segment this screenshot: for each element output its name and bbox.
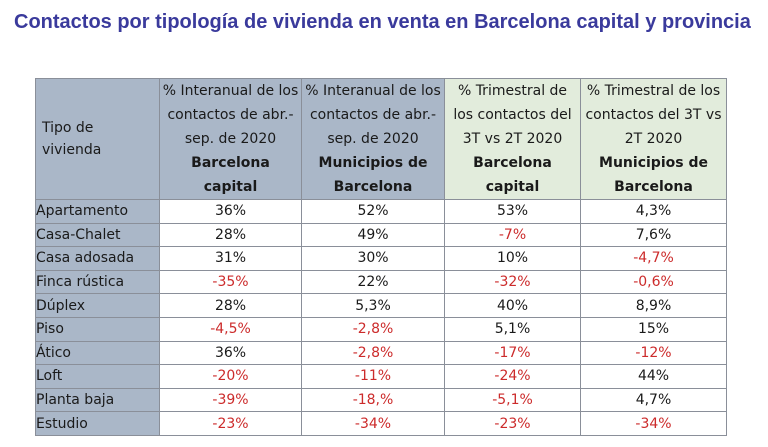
table-row: Dúplex 28% 5,3% 40% 8,9% [35,293,727,318]
table-row: Planta baja -39% -18,% -5,1% 4,7% [35,387,727,413]
row-label: Dúplex [35,293,160,318]
table-cell: -34% [580,411,727,436]
page-title: Contactos por tipología de vivienda en v… [14,11,751,33]
table-cell: 22% [301,269,445,295]
header-bold-text: Municipios de Barcelona [318,155,428,195]
table-cell: -2,8% [301,340,445,366]
table-row: Ático 36% -2,8% -17% -12% [35,340,727,366]
table-cell: -5,1% [444,387,581,413]
table-cell: 36% [159,340,302,366]
row-label: Apartamento [35,199,160,224]
header-trimestral-municipios: % Trimestral de los contactos del 3T vs … [580,78,727,200]
table-cell: -4,5% [159,316,302,342]
row-label: Finca rústica [35,269,160,295]
table-cell: -23% [159,411,302,436]
table-cell: -35% [159,269,302,295]
row-label: Ático [35,340,160,366]
row-label: Estudio [35,411,160,436]
table-cell: -24% [444,364,581,389]
table-cell: -18,% [301,387,445,413]
table-cell: 10% [444,246,581,271]
table-cell: 7,6% [580,222,727,248]
table-cell: 15% [580,316,727,342]
table-cell: -2,8% [301,316,445,342]
table-cell: 5,1% [444,316,581,342]
table-cell: -39% [159,387,302,413]
table-body: Apartamento 36% 52% 53% 4,3% Casa-Chalet 28% 49… [35,199,727,436]
table-cell: 4,7% [580,387,727,413]
table-cell: -34% [301,411,445,436]
table-cell: 5,3% [301,293,445,318]
table-cell: 44% [580,364,727,389]
table-cell: -7% [444,222,581,248]
header-text: % Interanual de los contactos de abr.-se… [162,83,299,147]
table-cell: 52% [301,199,445,224]
header-text: % Trimestral de los contactos del 3T vs … [585,83,722,147]
header-interanual-municipios: % Interanual de los contactos de abr.-se… [301,78,445,200]
contacts-table: Tipo de vivienda % Interanual de los con… [35,78,727,436]
table-row: Casa adosada 31% 30% 10% -4,7% [35,246,727,271]
table-cell: -4,7% [580,246,727,271]
header-tipo-vivienda: Tipo de vivienda [35,78,160,200]
table-cell: 49% [301,222,445,248]
row-label: Piso [35,316,160,342]
header-bold-text: Barcelona capital [191,155,270,195]
table-row: Estudio -23% -34% -23% -34% [35,411,727,436]
table-cell: 53% [444,199,581,224]
header-bold-text: Municipios de Barcelona [599,155,708,195]
table-cell: 30% [301,246,445,271]
table-cell: -20% [159,364,302,389]
header-text: % Interanual de los contactos de abr.-se… [305,83,441,147]
table-row: Finca rústica -35% 22% -32% -0,6% [35,269,727,295]
table-cell: 28% [159,222,302,248]
table-cell: -0,6% [580,269,727,295]
table-row: Piso -4,5% -2,8% 5,1% 15% [35,316,727,342]
header-text: % Trimestral de los contactos del 3T vs … [453,83,572,147]
row-label: Casa adosada [35,246,160,271]
table-cell: 4,3% [580,199,727,224]
header-trimestral-barcelona-capital: % Trimestral de los contactos del 3T vs … [444,78,581,200]
row-label: Casa-Chalet [35,222,160,248]
table-cell: -17% [444,340,581,366]
row-label: Planta baja [35,387,160,413]
table-row: Apartamento 36% 52% 53% 4,3% [35,199,727,224]
table-cell: 31% [159,246,302,271]
table-cell: 8,9% [580,293,727,318]
table-cell: 40% [444,293,581,318]
table-cell: -32% [444,269,581,295]
row-label: Loft [35,364,160,389]
header-interanual-barcelona-capital: % Interanual de los contactos de abr.-se… [159,78,302,200]
table-header-row: Tipo de vivienda % Interanual de los con… [35,78,727,200]
table-cell: -11% [301,364,445,389]
table-cell: 28% [159,293,302,318]
table-cell: -12% [580,340,727,366]
table-row: Loft -20% -11% -24% 44% [35,364,727,389]
table-row: Casa-Chalet 28% 49% -7% 7,6% [35,222,727,248]
table-cell: -23% [444,411,581,436]
header-bold-text: Barcelona capital [473,155,552,195]
table-cell: 36% [159,199,302,224]
